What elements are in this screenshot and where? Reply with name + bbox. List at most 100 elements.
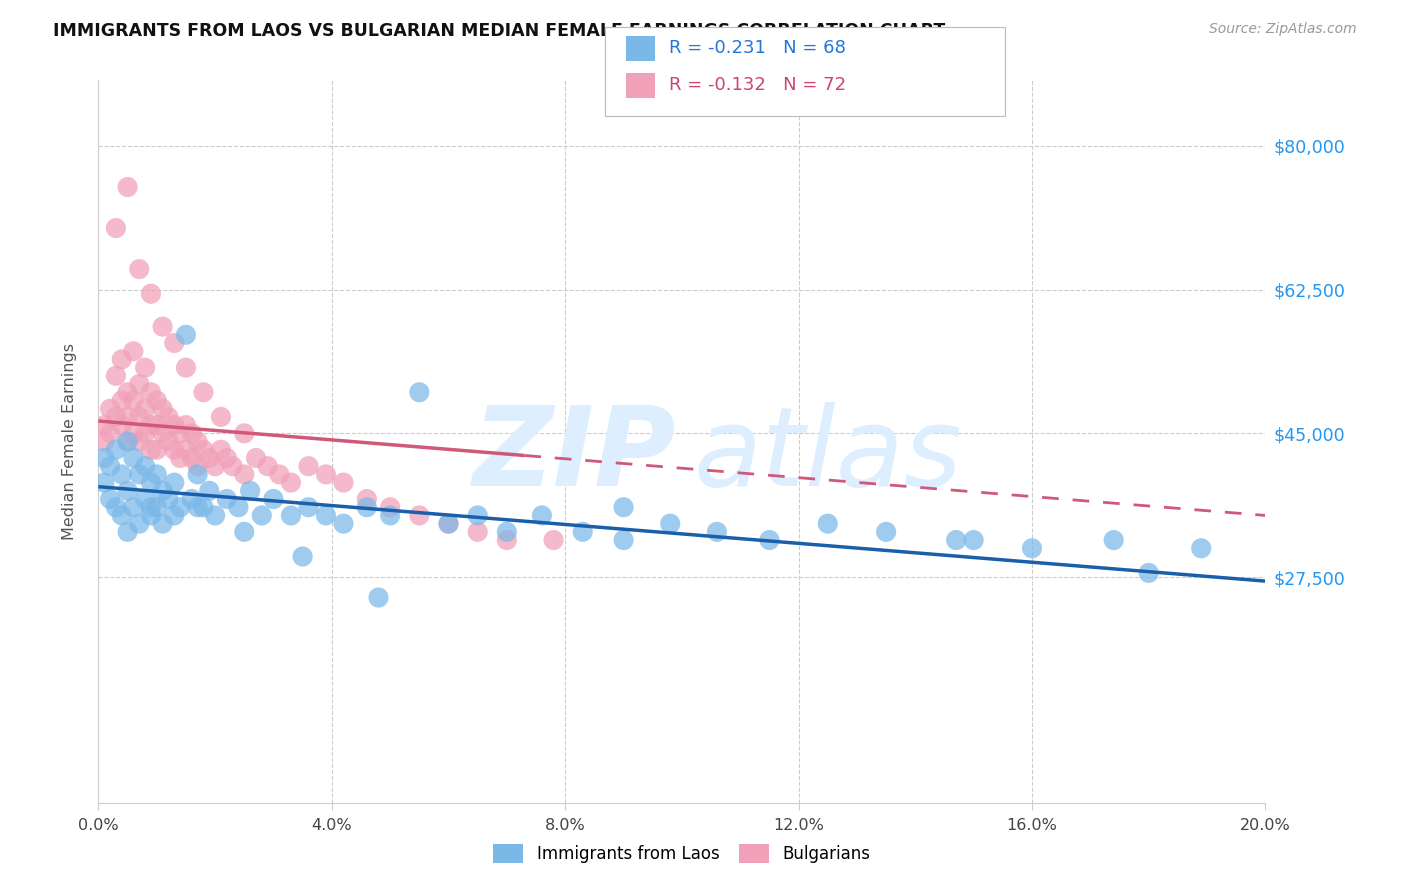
Point	[163, 418, 186, 433]
Point	[152, 516, 174, 531]
Point	[98, 401, 121, 416]
Point	[117, 434, 139, 449]
Point	[233, 524, 256, 539]
Point	[111, 352, 134, 367]
Point	[122, 500, 145, 515]
Text: R = -0.231   N = 68: R = -0.231 N = 68	[669, 39, 846, 57]
Point	[332, 516, 354, 531]
Point	[117, 434, 139, 449]
Point	[204, 508, 226, 523]
Point	[174, 327, 197, 342]
Point	[209, 442, 232, 457]
Point	[187, 500, 209, 515]
Point	[128, 434, 150, 449]
Point	[139, 508, 162, 523]
Point	[163, 508, 186, 523]
Point	[104, 368, 127, 383]
Text: Source: ZipAtlas.com: Source: ZipAtlas.com	[1209, 22, 1357, 37]
Point	[146, 393, 169, 408]
Point	[117, 180, 139, 194]
Point	[187, 459, 209, 474]
Point	[169, 426, 191, 441]
Point	[356, 491, 378, 506]
Point	[104, 500, 127, 515]
Text: IMMIGRANTS FROM LAOS VS BULGARIAN MEDIAN FEMALE EARNINGS CORRELATION CHART: IMMIGRANTS FROM LAOS VS BULGARIAN MEDIAN…	[53, 22, 946, 40]
Point	[408, 385, 430, 400]
Point	[117, 483, 139, 498]
Point	[437, 516, 460, 531]
Point	[221, 459, 243, 474]
Point	[315, 508, 337, 523]
Point	[239, 483, 262, 498]
Point	[612, 500, 634, 515]
Point	[139, 418, 162, 433]
Point	[134, 491, 156, 506]
Point	[269, 467, 291, 482]
Point	[612, 533, 634, 547]
Point	[93, 475, 115, 490]
Point	[128, 262, 150, 277]
Point	[152, 483, 174, 498]
Text: R = -0.132   N = 72: R = -0.132 N = 72	[669, 77, 846, 95]
Point	[543, 533, 565, 547]
Point	[228, 500, 250, 515]
Point	[245, 450, 267, 465]
Point	[157, 409, 180, 424]
Point	[198, 483, 221, 498]
Point	[128, 409, 150, 424]
Point	[1189, 541, 1212, 556]
Point	[157, 491, 180, 506]
Point	[152, 319, 174, 334]
Point	[139, 442, 162, 457]
Point	[758, 533, 780, 547]
Point	[215, 491, 238, 506]
Point	[111, 418, 134, 433]
Point	[467, 508, 489, 523]
Point	[193, 442, 215, 457]
Point	[163, 475, 186, 490]
Point	[117, 385, 139, 400]
Point	[233, 467, 256, 482]
Y-axis label: Median Female Earnings: Median Female Earnings	[62, 343, 77, 540]
Point	[437, 516, 460, 531]
Point	[128, 516, 150, 531]
Point	[297, 459, 319, 474]
Point	[256, 459, 278, 474]
Point	[198, 450, 221, 465]
Point	[467, 524, 489, 539]
Point	[146, 442, 169, 457]
Point	[146, 418, 169, 433]
Point	[128, 377, 150, 392]
Point	[945, 533, 967, 547]
Point	[93, 418, 115, 433]
Point	[193, 500, 215, 515]
Point	[122, 393, 145, 408]
Point	[1021, 541, 1043, 556]
Point	[380, 508, 402, 523]
Point	[98, 491, 121, 506]
Point	[169, 450, 191, 465]
Point	[356, 500, 378, 515]
Point	[93, 434, 115, 449]
Point	[187, 467, 209, 482]
Point	[315, 467, 337, 482]
Point	[139, 385, 162, 400]
Point	[111, 508, 134, 523]
Point	[122, 450, 145, 465]
Point	[496, 524, 519, 539]
Point	[180, 426, 202, 441]
Point	[117, 409, 139, 424]
Point	[297, 500, 319, 515]
Point	[233, 426, 256, 441]
Point	[146, 467, 169, 482]
Point	[408, 508, 430, 523]
Text: atlas: atlas	[693, 402, 962, 509]
Point	[291, 549, 314, 564]
Point	[817, 516, 839, 531]
Point	[875, 524, 897, 539]
Point	[174, 442, 197, 457]
Point	[250, 508, 273, 523]
Point	[163, 336, 186, 351]
Point	[134, 459, 156, 474]
Point	[146, 500, 169, 515]
